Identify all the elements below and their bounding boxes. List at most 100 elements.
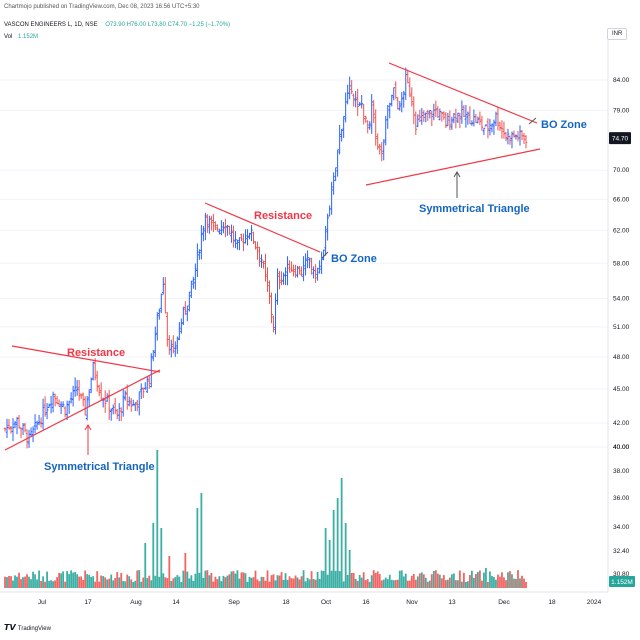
volume-bar	[146, 578, 149, 588]
volume-bar	[54, 580, 56, 588]
volume-bar	[196, 508, 199, 588]
volume-bar	[36, 579, 38, 588]
ohlc-bar	[77, 380, 81, 401]
ohlc-bar	[416, 114, 420, 128]
volume-bar	[473, 577, 475, 588]
ohlc-bar	[370, 94, 374, 134]
ohlc-bar	[262, 260, 265, 269]
ohlc-bar	[254, 241, 257, 250]
time-tick-label: 17	[84, 599, 92, 606]
volume-bar	[338, 571, 341, 588]
volume-bar	[70, 570, 73, 588]
ohlc-bar	[508, 135, 512, 145]
ohlc-bar	[236, 239, 239, 250]
ohlc-bar	[264, 253, 267, 282]
ohlc-bar	[157, 308, 161, 320]
volume-bar	[44, 581, 46, 588]
trendline	[204, 202, 321, 253]
volume-bar	[60, 573, 63, 588]
volume-tick-label: 36.00	[613, 495, 630, 502]
ohlc-bar	[394, 81, 398, 99]
volume-bar	[38, 570, 40, 588]
ohlc-bar	[256, 241, 259, 260]
volume-bar	[204, 570, 207, 588]
currency-badge[interactable]: INR	[607, 28, 628, 40]
ohlc-bar	[214, 221, 217, 231]
ohlc-bar	[202, 226, 205, 242]
volume-bar	[78, 576, 81, 588]
ohlc-bar	[129, 397, 133, 412]
ohlc-bar	[228, 225, 231, 235]
time-tick-label: 14	[172, 599, 180, 606]
volume-bar	[418, 573, 421, 588]
symbol-line: VASCON ENGINEERS L, 1D, NSE O73.90 H76.0…	[4, 22, 230, 28]
price-tick-label: 48.00	[613, 354, 630, 361]
volume-bar	[92, 576, 95, 588]
ohlc-bar	[406, 69, 410, 84]
volume-bar	[136, 570, 139, 588]
volume-bar	[100, 575, 103, 588]
volume-bar	[450, 574, 453, 588]
time-axis[interactable]: Jul 17 Aug 14 Sep 18 Oct 16 Nov 13 Dec 18 2024	[0, 591, 608, 606]
ohlc-bar	[268, 280, 271, 304]
volume-bar	[487, 581, 489, 588]
volume-bar	[212, 581, 215, 588]
volume-bar	[34, 574, 36, 588]
annotation-label: Resistance	[67, 347, 125, 359]
time-tick-label: Nov	[406, 599, 418, 606]
axis-tags: 74.70 1.152M	[609, 132, 635, 587]
volume-bar	[134, 580, 137, 588]
ohlc-bar	[133, 402, 137, 412]
ohlc-bar	[216, 224, 219, 232]
ohlc-bar	[244, 229, 247, 244]
price-axis[interactable]: 84.00 79.00 70.00 66.00 62.00 58.00 54.00 51.00…	[607, 40, 630, 592]
volume-bar	[485, 568, 487, 588]
ohlc-bar	[448, 110, 452, 131]
volume-bar	[470, 570, 473, 588]
volume-bar	[390, 579, 393, 588]
time-tick-label: Aug	[130, 599, 142, 606]
ohlc-bar	[306, 250, 309, 269]
ohlc-bar	[87, 389, 91, 408]
ohlc-bar	[143, 382, 147, 390]
ohlc-bar	[246, 229, 249, 246]
volume-bar	[122, 580, 125, 588]
ohlc-values: O73.90 H76.00 L73.80 C74.70 −1.25 (−1.70…	[105, 22, 231, 28]
volume-bar	[376, 571, 379, 588]
volume-bar	[144, 543, 147, 588]
volume-bar	[318, 578, 321, 588]
ohlc-bar	[340, 129, 343, 142]
ohlc-bar	[160, 293, 163, 314]
volume-bar	[464, 581, 467, 588]
volume-bar	[112, 580, 115, 588]
ohlc-bar	[270, 292, 273, 324]
volume-bar	[118, 577, 121, 588]
volume-bar	[126, 574, 129, 588]
time-tick-label: 16	[362, 599, 370, 606]
ohlc-bar	[514, 134, 518, 140]
ohlc-bar	[282, 272, 285, 285]
ohlc-bar	[346, 84, 349, 105]
ohlc-bar	[155, 312, 159, 341]
volume-bar	[392, 580, 395, 588]
ohlc-bar	[474, 113, 478, 123]
ohlc-bar	[286, 256, 289, 286]
vol-value: 1.152M	[18, 34, 39, 40]
ohlc-bar	[222, 222, 225, 234]
volume-bar	[168, 556, 171, 588]
ohlc-bar	[69, 392, 73, 404]
ohlc-bar	[300, 266, 303, 277]
volume-bar	[266, 570, 269, 588]
ohlc-bar	[37, 414, 41, 426]
ohlc-bar	[190, 280, 193, 299]
volume-bar	[384, 577, 387, 588]
volume-bar	[523, 578, 525, 588]
annotation-label: Symmetrical Triangle	[419, 203, 530, 215]
volume-bar	[444, 580, 447, 588]
ohlc-bar	[35, 420, 39, 430]
volume-bar	[156, 450, 159, 588]
ohlc-bar	[458, 112, 462, 129]
ohlc-bar	[59, 401, 63, 415]
volume-bar	[466, 581, 469, 588]
